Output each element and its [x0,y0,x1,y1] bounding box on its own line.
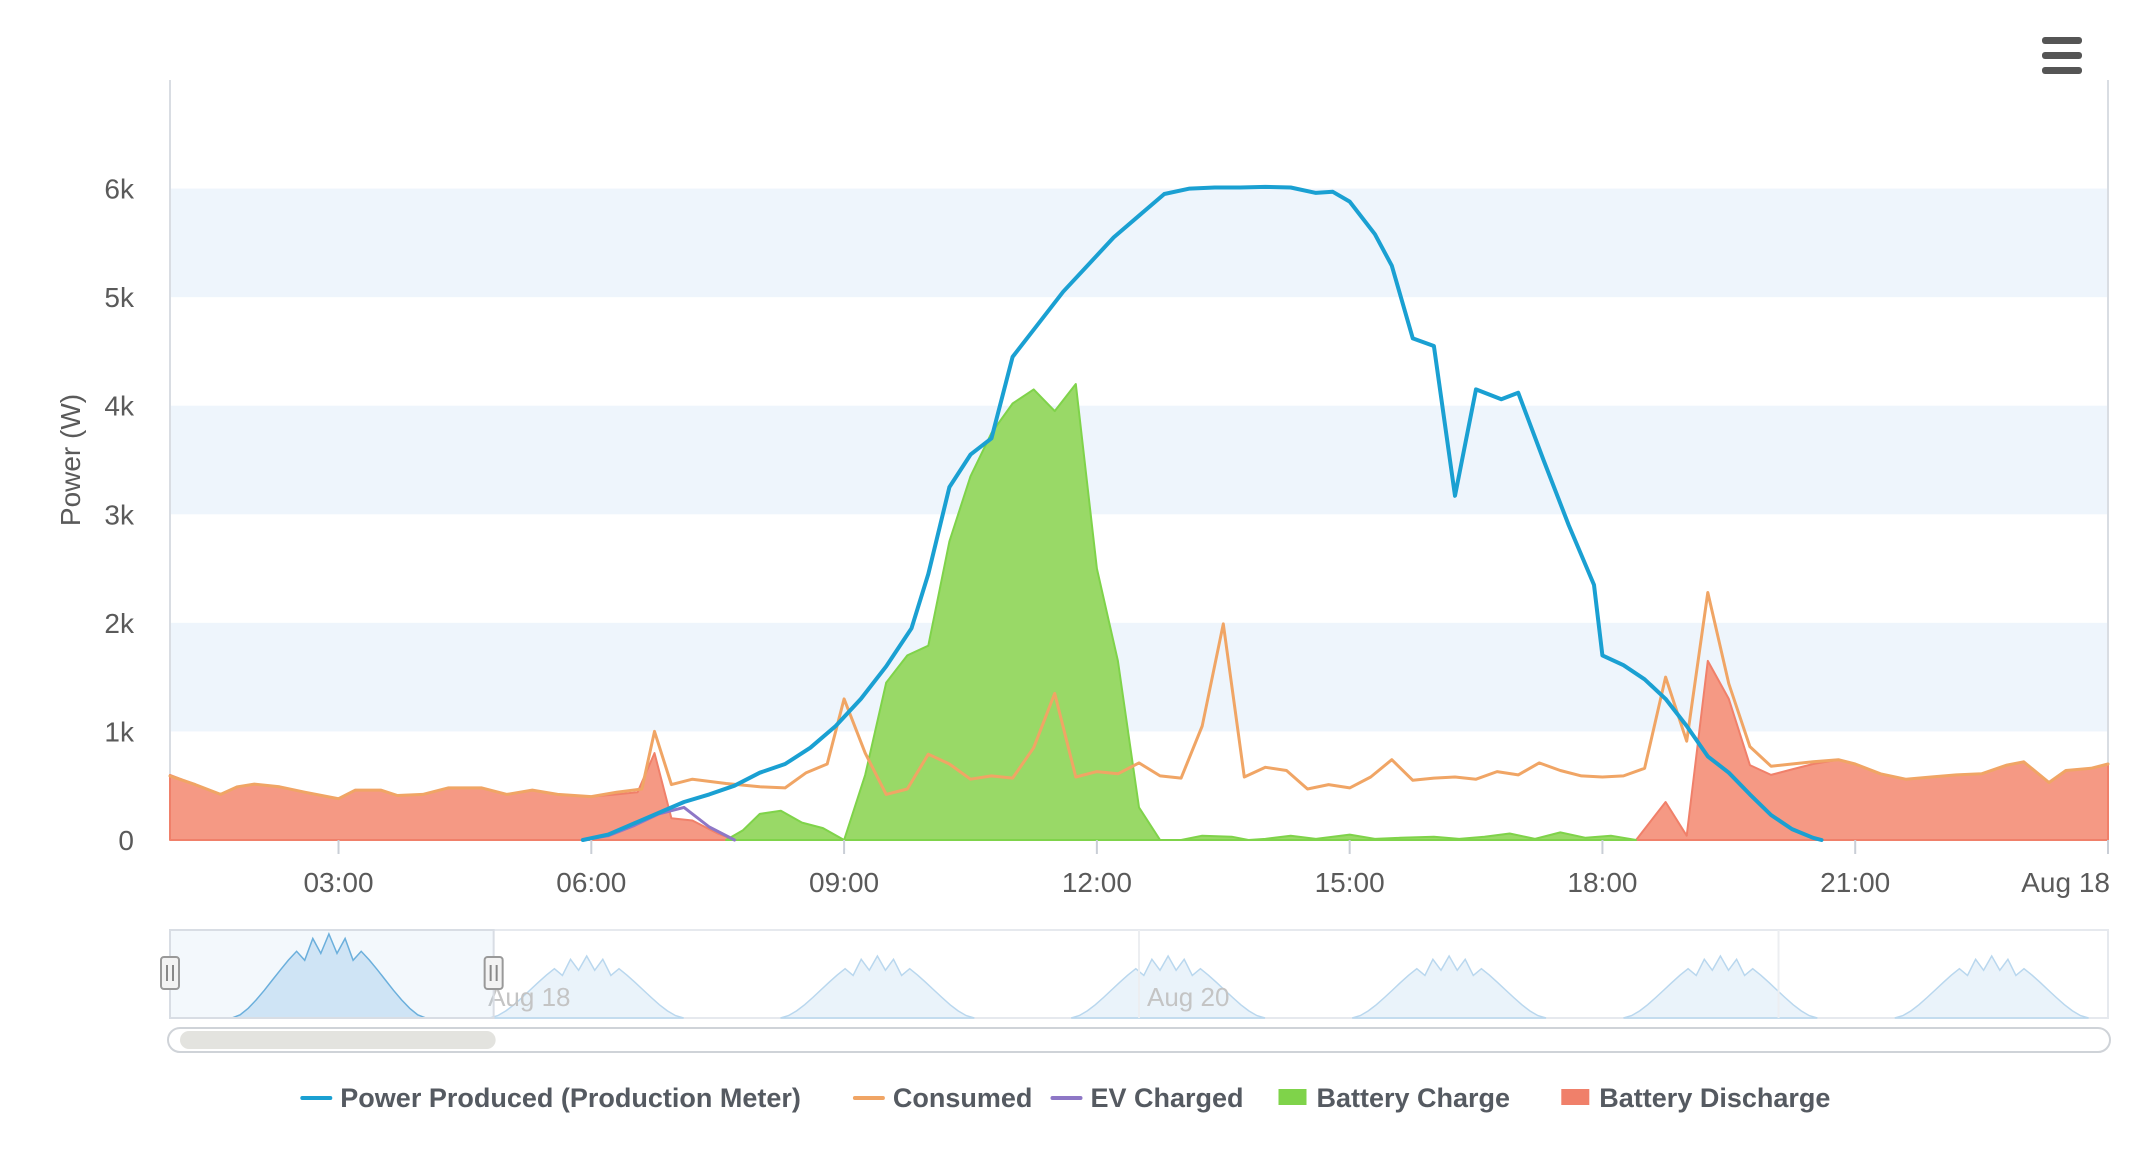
navigator-series [780,954,975,1019]
y-tick-label: 4k [104,391,135,422]
x-tick-label: 06:00 [556,867,626,898]
navigator-selection[interactable] [169,929,495,1019]
legend-label: Battery Discharge [1599,1083,1830,1113]
plot-band [170,622,2108,732]
series-line-power-produced-production-meter [580,184,1824,842]
navigator-scrollbar-thumb[interactable] [180,1031,496,1049]
navigator-date-label: Aug 20 [1147,982,1229,1012]
plot-band [170,405,2108,515]
x-tick-label: Aug 18 [2021,867,2110,898]
x-tick-label: 18:00 [1567,867,1637,898]
chart-menu-button[interactable] [2036,34,2088,78]
plot-band [170,188,2108,298]
legend-item[interactable]: Battery Discharge [1561,1083,1830,1113]
y-tick-label: 3k [104,499,135,530]
x-tick-label: 09:00 [809,867,879,898]
legend-item[interactable]: Consumed [852,1083,1033,1113]
legend-label: Battery Charge [1317,1083,1511,1113]
x-tick-label: 03:00 [303,867,373,898]
navigator-series [231,932,427,1019]
hamburger-menu-icon-bar [2042,67,2082,74]
legend-area-icon [1561,1089,1590,1105]
legend-label: EV Charged [1091,1083,1244,1113]
navigator-series [1623,954,1818,1019]
navigator-series [1894,954,2089,1019]
x-tick-label: 12:00 [1062,867,1132,898]
x-axis: 03:00 06:00 09:00 12:00 15:00 18:00 21:00 Aug 1… [303,840,2110,898]
y-tick-label: 6k [104,174,135,205]
legend-label: Power Produced (Production Meter) [340,1083,801,1113]
plot-bands [170,188,2108,732]
navigator-handle-left[interactable] [160,956,180,990]
navigator[interactable]: Aug 18 Aug 20 [160,929,2111,1053]
hamburger-menu-icon [2042,37,2082,44]
navigator-series [1070,954,1266,1019]
navigator-handle-right[interactable] [483,956,504,990]
line-series [168,184,2110,842]
y-axis-title: Power (W) [55,394,86,526]
y-tick-label: 1k [104,716,135,747]
legend-item[interactable]: EV Charged [1050,1083,1244,1113]
legend-item[interactable]: Power Produced (Production Meter) [300,1083,801,1113]
hamburger-menu-icon-bar [2042,52,2082,59]
y-tick-label: 0 [118,825,134,856]
navigator-series [489,954,684,1019]
y-tick-label: 5k [104,282,135,313]
navigator-series [1351,954,1547,1019]
legend: Power Produced (Production Meter) Consume… [300,1083,1830,1113]
x-tick-label: 21:00 [1820,867,1890,898]
series-area-battery-charge [725,383,1638,841]
legend-label: Consumed [893,1083,1033,1113]
series-line-consumed [168,591,2110,801]
y-axis: 0 1k 2k 3k 4k 5k 6k [104,174,135,856]
legend-area-icon [1278,1089,1307,1105]
legend-item[interactable]: Battery Charge [1278,1083,1511,1113]
x-tick-label: 15:00 [1315,867,1385,898]
navigator-scrollbar-track[interactable] [167,1027,2111,1053]
y-tick-label: 2k [104,608,135,639]
